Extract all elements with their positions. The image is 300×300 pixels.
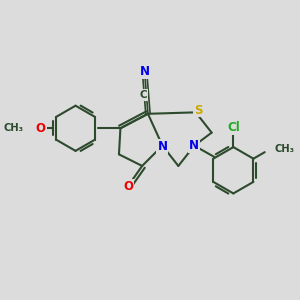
Text: C: C <box>140 90 147 100</box>
Text: Cl: Cl <box>227 122 240 134</box>
Text: CH₃: CH₃ <box>4 123 24 133</box>
Text: N: N <box>189 139 199 152</box>
Text: S: S <box>194 103 202 116</box>
Text: O: O <box>36 122 46 135</box>
Text: O: O <box>124 180 134 193</box>
Text: N: N <box>158 140 167 153</box>
Text: N: N <box>140 65 150 78</box>
Text: CH₃: CH₃ <box>275 144 295 154</box>
